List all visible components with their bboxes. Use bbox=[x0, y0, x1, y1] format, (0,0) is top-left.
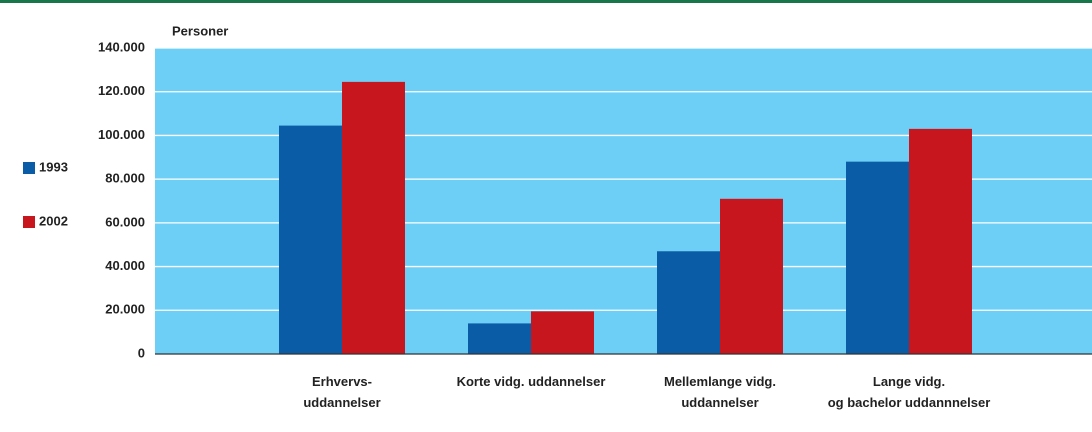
legend-label: 1993 bbox=[39, 159, 68, 174]
y-tick-label: 140.000 bbox=[98, 39, 145, 54]
y-tick-label: 80.000 bbox=[105, 171, 145, 186]
legend-label: 2002 bbox=[39, 213, 68, 228]
y-tick-label: 0 bbox=[138, 345, 145, 360]
bar bbox=[657, 251, 720, 354]
x-tick-label: Mellemlange vidg. uddannelser bbox=[664, 374, 776, 410]
y-tick-label: 120.000 bbox=[98, 83, 145, 98]
bar bbox=[279, 125, 342, 354]
bar bbox=[531, 311, 594, 354]
y-tick-label: 40.000 bbox=[105, 258, 145, 273]
x-tick-label: Korte vidg. uddannelser bbox=[457, 374, 606, 389]
top-rule bbox=[0, 0, 1092, 3]
legend-swatch bbox=[23, 162, 35, 174]
bar bbox=[468, 323, 531, 354]
bar bbox=[846, 161, 909, 354]
bar bbox=[909, 128, 972, 354]
legend-swatch bbox=[23, 216, 35, 228]
y-tick-label: 20.000 bbox=[105, 302, 145, 317]
bar bbox=[342, 81, 405, 354]
x-tick-label: Erhvervs-uddannelser bbox=[303, 374, 380, 410]
x-tick-label: Lange vidg. og bachelor uddannnelser bbox=[828, 374, 991, 410]
y-axis-label: Personer bbox=[172, 23, 228, 38]
y-tick-label: 60.000 bbox=[105, 214, 145, 229]
bar bbox=[720, 198, 783, 354]
y-tick-label: 100.000 bbox=[98, 127, 145, 142]
